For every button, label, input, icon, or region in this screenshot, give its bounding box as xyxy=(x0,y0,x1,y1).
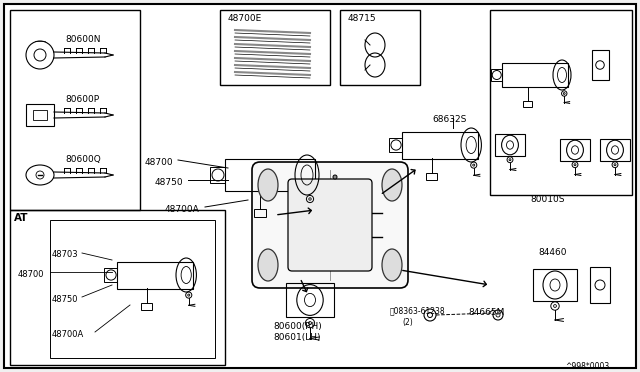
Bar xyxy=(426,173,436,180)
Bar xyxy=(402,132,478,159)
Bar xyxy=(533,269,577,301)
Bar xyxy=(591,50,609,80)
Bar xyxy=(254,209,266,217)
Bar xyxy=(10,10,140,210)
Circle shape xyxy=(333,175,337,179)
Bar xyxy=(495,134,525,156)
Text: 48750: 48750 xyxy=(52,295,79,304)
Text: 84665M: 84665M xyxy=(468,308,504,317)
FancyBboxPatch shape xyxy=(288,179,372,271)
Text: 48715: 48715 xyxy=(348,14,376,23)
Bar xyxy=(490,10,632,195)
FancyBboxPatch shape xyxy=(252,162,408,288)
Text: 68632S: 68632S xyxy=(432,115,467,124)
Text: 48750: 48750 xyxy=(155,178,184,187)
Text: AT: AT xyxy=(14,213,29,223)
Bar xyxy=(26,104,54,126)
Text: 48700A: 48700A xyxy=(52,330,84,339)
Bar xyxy=(560,139,590,161)
Text: 80010S: 80010S xyxy=(530,195,564,204)
Text: 80600N: 80600N xyxy=(65,35,100,44)
Bar xyxy=(117,262,193,289)
Bar xyxy=(220,10,330,85)
Bar xyxy=(523,100,532,106)
Bar xyxy=(389,138,402,152)
Ellipse shape xyxy=(382,169,402,201)
Bar xyxy=(33,110,47,120)
Bar xyxy=(600,139,630,161)
Text: 80601(LH): 80601(LH) xyxy=(273,333,321,342)
Text: (2): (2) xyxy=(402,318,413,327)
Text: 80600Q: 80600Q xyxy=(65,155,100,164)
Bar xyxy=(340,10,420,85)
Ellipse shape xyxy=(382,249,402,281)
Bar xyxy=(286,283,334,317)
Bar xyxy=(210,167,225,183)
Text: 84460: 84460 xyxy=(538,248,566,257)
Text: 48700: 48700 xyxy=(145,158,173,167)
Text: 48700E: 48700E xyxy=(228,14,262,23)
Text: 48700A: 48700A xyxy=(165,205,200,214)
Bar xyxy=(502,63,568,87)
Bar xyxy=(10,210,225,365)
Bar xyxy=(225,159,315,191)
Bar xyxy=(141,303,152,310)
Text: 48700: 48700 xyxy=(18,270,45,279)
Bar xyxy=(104,268,117,282)
Text: 48703: 48703 xyxy=(52,250,79,259)
Ellipse shape xyxy=(258,169,278,201)
Text: Ⓑ08363-61238: Ⓑ08363-61238 xyxy=(390,306,445,315)
Text: 80600(RH): 80600(RH) xyxy=(273,322,322,331)
Text: 80600P: 80600P xyxy=(65,95,99,104)
Ellipse shape xyxy=(258,249,278,281)
Bar xyxy=(590,267,610,303)
Bar xyxy=(50,220,215,358)
Text: ^998*0003: ^998*0003 xyxy=(565,362,609,371)
Bar xyxy=(491,69,502,81)
